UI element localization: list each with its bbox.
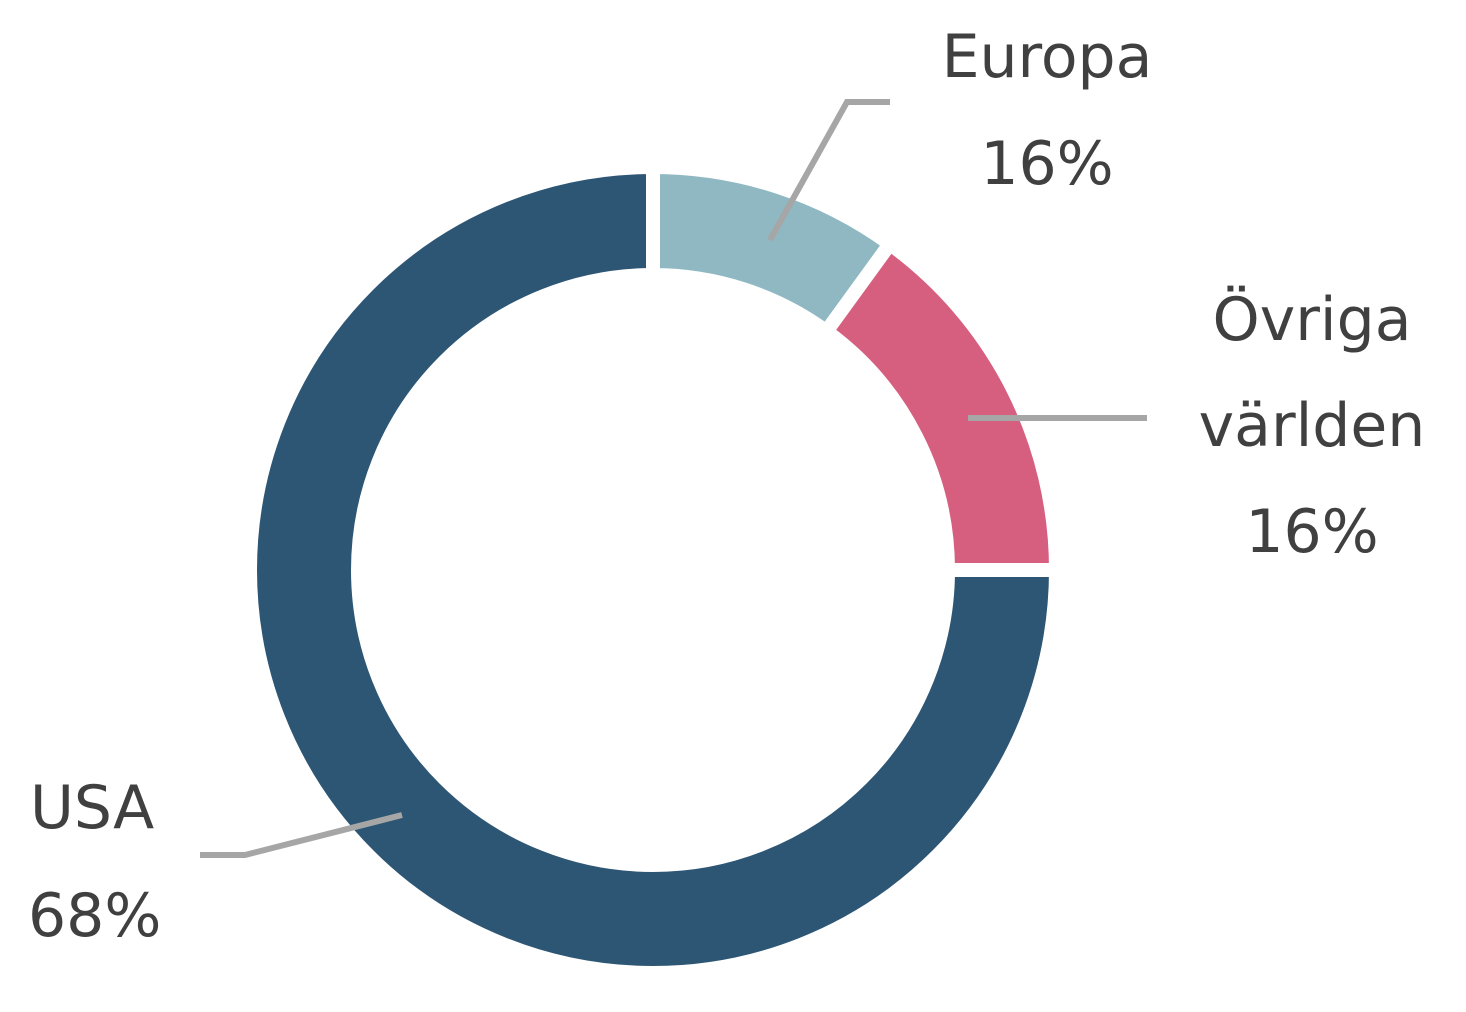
label-ovriga-name-2: världen — [1199, 391, 1426, 461]
label-ovriga-name-1: Övriga — [1213, 284, 1412, 355]
slices — [243, 159, 1064, 980]
label-ovriga-value: 16% — [1245, 497, 1378, 567]
label-europa-value: 16% — [980, 129, 1113, 199]
slice--vriga-v-rlden — [816, 234, 1064, 577]
label-usa-name: USA — [30, 773, 154, 843]
label-europa-name: Europa — [942, 22, 1153, 92]
label-usa-value: 68% — [28, 881, 161, 951]
slice-usa — [243, 159, 1064, 980]
leader-line-europa — [767, 99, 890, 242]
labels: Europa 16% Övriga världen 16% USA 68% — [28, 22, 1425, 951]
leader-lines — [200, 99, 1147, 858]
leader-line-usa — [200, 812, 403, 858]
